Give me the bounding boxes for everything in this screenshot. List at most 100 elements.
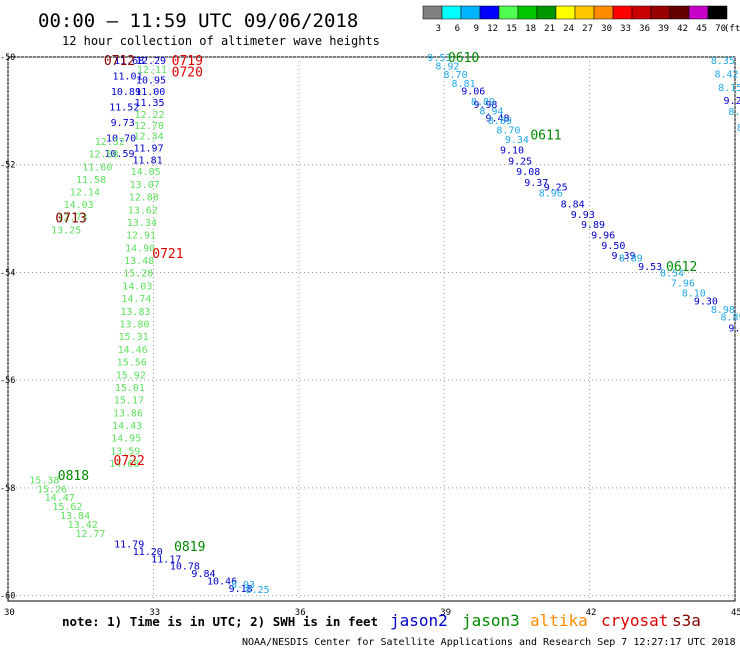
swh-value-label: 10.70	[106, 133, 136, 144]
swh-value-label: 8.54	[660, 268, 684, 279]
swh-value-label: 11.00	[135, 87, 165, 98]
colorbar-label: 42	[677, 24, 688, 34]
colorbar-swatch	[707, 5, 728, 20]
swh-value-label: 8.89	[471, 97, 495, 108]
swh-value-label: 9.50	[601, 241, 625, 252]
x-tick-label: 36	[295, 608, 306, 618]
grid-lines	[7, 56, 736, 601]
swh-value-label: 14.90	[125, 243, 155, 254]
swh-value-label: 8.81	[452, 79, 476, 90]
swh-value-label: 8.42	[714, 70, 738, 81]
swh-value-label: 13.42	[68, 520, 98, 531]
swh-value-label: 14.95	[111, 434, 141, 445]
y-tick-label: -60	[0, 592, 15, 602]
swh-value-label: 15.62	[52, 502, 82, 513]
swh-value-label: 11.01	[112, 72, 142, 83]
page-subtitle: 12 hour collection of altimeter wave hei…	[62, 34, 380, 48]
pass-time-label: 0611	[530, 129, 561, 144]
swh-value-label: 9.34	[505, 135, 529, 146]
swh-value-label: 9.06	[461, 86, 485, 97]
pass-time-label: 0612	[666, 260, 697, 275]
swh-value-label: 14.03	[64, 200, 94, 211]
y-tick-label: -54	[0, 268, 15, 278]
swh-value-label: 8.89	[488, 116, 512, 127]
swh-value-label: 9.25	[508, 156, 532, 167]
swh-value-label: 12.77	[75, 529, 105, 540]
swh-value-label: 8.15	[718, 83, 740, 94]
swh-value-label: 13.34	[127, 218, 157, 229]
pass-time-label: 0719	[172, 54, 203, 69]
swh-value-label: 11.68	[114, 56, 144, 67]
x-tick-label: 33	[149, 608, 160, 618]
colorbar-label: 12	[487, 24, 498, 34]
swh-value-label: 9.98	[473, 100, 497, 111]
colorbar-swatch	[631, 5, 652, 20]
colorbar-label: 9	[474, 24, 479, 34]
y-tick-label: -56	[0, 376, 15, 386]
swh-value-label: 14.74	[121, 294, 151, 305]
page-title: 00:00 – 11:59 UTC 09/06/2018	[38, 10, 358, 32]
swh-value-label: 11.52	[109, 103, 139, 114]
swh-value-label: 10.46	[207, 577, 237, 588]
colorbar-swatch	[422, 5, 443, 20]
pass-time-label: 0610	[448, 51, 479, 66]
colorbar-swatch	[517, 5, 538, 20]
swh-value-label: 12.29	[136, 56, 166, 67]
swh-value-label: 12.70	[134, 121, 164, 132]
swh-value-label: 9.18	[229, 584, 253, 595]
swh-value-label: 9.08	[516, 167, 540, 178]
colorbar-label: 6	[455, 24, 460, 34]
swh-value-label: 13.59	[110, 446, 140, 457]
plot-area: 30 33 36 39 42 45 -50 -52 -54 -56 -58 -60 11.68 11.0…	[0, 51, 740, 618]
satellite-legend-entry: cryosat	[601, 611, 668, 630]
colorbar-swatch	[498, 5, 519, 20]
swh-value-label: 11.60	[82, 162, 112, 173]
credit-line: NOAA/NESDIS Center for Satellite Applica…	[242, 637, 736, 648]
swh-value-label: 12.34	[133, 132, 163, 143]
swh-value-label: 9.37	[524, 178, 548, 189]
swh-value-label: 9.2	[724, 96, 740, 107]
swh-value-label: 13.80	[119, 319, 149, 330]
pass-time-label: 0712	[104, 54, 135, 69]
swh-value-label: 9.48	[485, 113, 509, 124]
swh-value-label: 10.89	[111, 87, 141, 98]
axis-ticks: 30 33 36 39 42 45 -50 -52 -54 -56 -58 -60	[0, 53, 740, 618]
colorbar-label: 36	[639, 24, 650, 34]
swh-value-label: 12.58	[88, 150, 118, 161]
colorbar-swatch	[612, 5, 633, 20]
swh-value-label: 15.26	[37, 484, 67, 495]
swh-value-label: 8.96	[539, 189, 563, 200]
colorbar-swatch	[441, 5, 462, 20]
swh-value-label: 11.20	[133, 547, 163, 558]
y-tick-label: -58	[0, 484, 15, 494]
satellite-legend-entry: altika	[530, 611, 588, 630]
swh-value-label: 8.25	[246, 585, 270, 596]
x-tick-label: 39	[440, 608, 451, 618]
swh-value-label: 15.56	[117, 358, 147, 369]
swh-value-label: 9.73	[111, 118, 135, 129]
swh-value-label: 8.94	[479, 107, 503, 118]
colorbar-swatch	[650, 5, 671, 20]
swh-value-label: 8.92	[435, 62, 459, 73]
satellite-legend-entry: s3a	[672, 611, 701, 630]
footnote: note: 1) Time is in UTC; 2) SWH is in fe…	[62, 614, 378, 629]
swh-value-label: 8.89	[619, 253, 643, 264]
swh-value-label: 8.84	[561, 200, 585, 211]
colorbar-unit: (ft)	[724, 24, 740, 34]
swh-value-label: 8.98	[711, 305, 735, 316]
y-tick-label: -50	[0, 53, 15, 63]
swh-value-label: 13.83	[120, 307, 150, 318]
swh-value-label: 9.84	[191, 569, 215, 580]
swh-value-label: 7.96	[671, 278, 695, 289]
swh-value-label: 12.14	[70, 187, 100, 198]
pass-time-label: 0720	[172, 66, 203, 81]
satellite-legend-entry: jason2	[390, 611, 448, 630]
colorbar-label: 70	[715, 24, 726, 34]
swh-value-label: 12.88	[129, 193, 159, 204]
swh-value-label: 8	[737, 123, 740, 134]
swh-value-label: 9.89	[581, 220, 605, 231]
swh-value-label: 14.03	[122, 281, 152, 292]
y-tick-label: -52	[0, 161, 15, 171]
